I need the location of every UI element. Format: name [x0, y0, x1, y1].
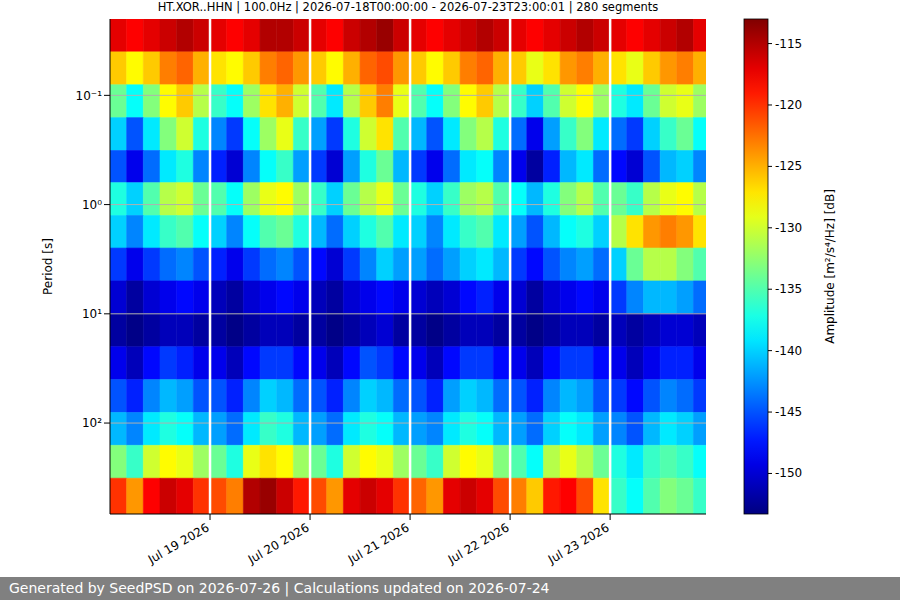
svg-text:-125: -125	[775, 159, 802, 173]
svg-text:10¹: 10¹	[82, 307, 102, 321]
svg-text:Period [s]: Period [s]	[41, 238, 55, 295]
svg-text:-145: -145	[775, 405, 802, 419]
html-text:HT.XOR..HHN | 100.0Hz | 2026-0: HT.XOR..HHN | 100.0Hz | 2026-07-18T00:00…	[157, 0, 659, 14]
svg-text:Jul 21 2026: Jul 21 2026	[345, 520, 412, 567]
svg-text:10⁻¹: 10⁻¹	[76, 89, 103, 103]
svg-text:-130: -130	[775, 221, 802, 235]
svg-text:10²: 10²	[82, 416, 102, 430]
svg-text:-140: -140	[775, 344, 802, 358]
html-text:Generated by SeedPSD on 2026-0: Generated by SeedPSD on 2026-07-26 | Cal…	[9, 580, 550, 596]
svg-text:10⁰: 10⁰	[82, 198, 102, 212]
svg-text:Jul 19 2026: Jul 19 2026	[145, 520, 212, 567]
svg-text:Amplitude [m²/s⁴/Hz] [dB]: Amplitude [m²/s⁴/Hz] [dB]	[823, 189, 837, 344]
svg-text:Jul 20 2026: Jul 20 2026	[245, 520, 312, 567]
svg-text:-135: -135	[775, 282, 802, 296]
svg-text:Jul 23 2026: Jul 23 2026	[545, 520, 612, 567]
svg-text:-120: -120	[775, 98, 802, 112]
svg-text:-150: -150	[775, 466, 802, 480]
svg-text:Jul 22 2026: Jul 22 2026	[445, 520, 512, 567]
svg-text:-115: -115	[775, 37, 802, 51]
